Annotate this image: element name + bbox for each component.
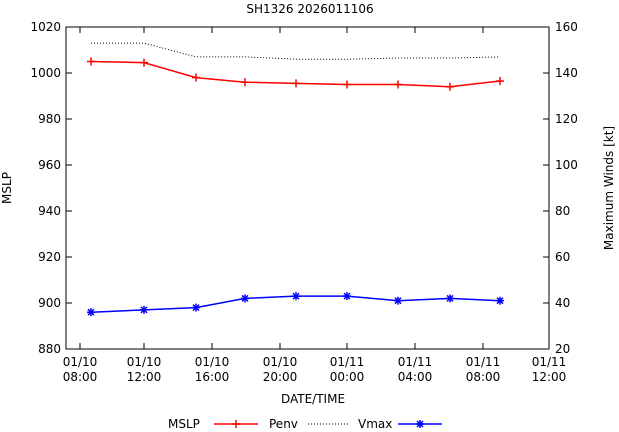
chart-title: SH1326 2026011106 bbox=[246, 2, 373, 16]
x-tick-label-date: 01/11 bbox=[532, 355, 567, 369]
mslp-point bbox=[292, 79, 300, 88]
left-tick-label: 1020 bbox=[30, 20, 61, 34]
x-tick-label-time: 16:00 bbox=[195, 370, 230, 384]
left-tick-label: 940 bbox=[38, 204, 61, 218]
x-tick-label-time: 08:00 bbox=[63, 370, 98, 384]
mslp-point bbox=[140, 58, 148, 67]
x-tick-label-date: 01/10 bbox=[63, 355, 98, 369]
legend-label-vmax: Vmax bbox=[358, 417, 392, 431]
mslp-point bbox=[192, 73, 200, 82]
legend: MSLP Penv Vmax bbox=[168, 417, 442, 431]
right-tick-label: 80 bbox=[555, 204, 570, 218]
vmax-point bbox=[87, 308, 95, 317]
x-tick-label-date: 01/11 bbox=[330, 355, 365, 369]
mslp-point bbox=[446, 82, 454, 91]
right-tick-label: 40 bbox=[555, 296, 570, 310]
mslp-point bbox=[87, 57, 95, 66]
left-axis: 880 900 920 940 960 980 1000 1020 bbox=[30, 20, 72, 356]
x-tick-label-date: 01/11 bbox=[398, 355, 433, 369]
x-tick-label-date: 01/11 bbox=[466, 355, 501, 369]
plot-frame bbox=[65, 26, 550, 350]
x-tick-label-time: 00:00 bbox=[330, 370, 365, 384]
right-axis: 20 40 60 80 100 120 140 160 bbox=[543, 20, 578, 356]
right-tick-label: 20 bbox=[555, 342, 570, 356]
vmax-point bbox=[343, 292, 351, 301]
right-tick-label: 60 bbox=[555, 250, 570, 264]
x-tick-label-time: 12:00 bbox=[127, 370, 162, 384]
x-axis-label: DATE/TIME bbox=[281, 392, 345, 406]
right-tick-label: 140 bbox=[555, 66, 578, 80]
left-tick-label: 880 bbox=[38, 342, 61, 356]
vmax-point bbox=[140, 305, 148, 314]
mslp-point bbox=[343, 80, 351, 89]
x-tick-label-time: 12:00 bbox=[532, 370, 567, 384]
left-tick-label: 920 bbox=[38, 250, 61, 264]
left-tick-label: 980 bbox=[38, 112, 61, 126]
vmax-point bbox=[192, 303, 200, 312]
x-tick-label-time: 04:00 bbox=[398, 370, 433, 384]
x-axis: 01/1008:0001/1012:0001/1016:0001/1020:00… bbox=[63, 27, 567, 384]
mslp-point bbox=[496, 77, 504, 86]
vmax-point bbox=[446, 294, 454, 303]
x-tick-label-date: 01/10 bbox=[127, 355, 162, 369]
x-tick-label-time: 08:00 bbox=[466, 370, 501, 384]
vmax-point bbox=[496, 296, 504, 305]
right-axis-label: Maximum Winds [kt] bbox=[602, 126, 616, 250]
left-tick-label: 960 bbox=[38, 158, 61, 172]
vmax-point bbox=[394, 296, 402, 305]
legend-label-mslp: MSLP bbox=[168, 417, 200, 431]
right-tick-label: 100 bbox=[555, 158, 578, 172]
x-tick-label-time: 20:00 bbox=[263, 370, 298, 384]
left-axis-label: MSLP bbox=[0, 172, 14, 204]
legend-label-penv: Penv bbox=[269, 417, 298, 431]
right-tick-label: 160 bbox=[555, 20, 578, 34]
legend-marker-vmax bbox=[416, 420, 424, 428]
x-tick-label-date: 01/10 bbox=[263, 355, 298, 369]
mslp-point bbox=[394, 80, 402, 89]
right-tick-label: 120 bbox=[555, 112, 578, 126]
left-tick-label: 1000 bbox=[30, 66, 61, 80]
vmax-point bbox=[241, 294, 249, 303]
mslp-point bbox=[241, 78, 249, 87]
legend-marker-mslp bbox=[232, 420, 240, 428]
penv-series-line bbox=[91, 42, 501, 60]
series-layer bbox=[87, 42, 504, 317]
x-tick-label-date: 01/10 bbox=[195, 355, 230, 369]
vmax-point bbox=[292, 292, 300, 301]
left-tick-label: 900 bbox=[38, 296, 61, 310]
